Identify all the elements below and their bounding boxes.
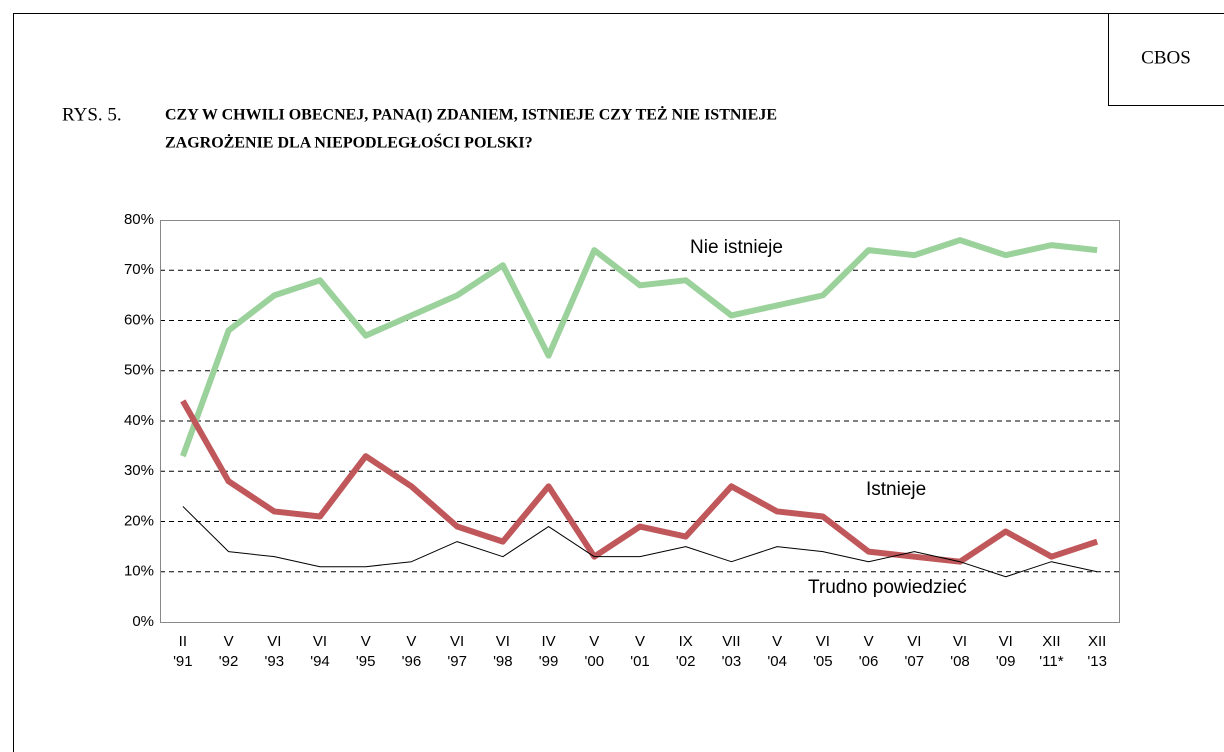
- x-tick-label: VII '03: [722, 633, 742, 670]
- x-tick-label: VI '08: [950, 633, 970, 670]
- x-tick-year: '11*: [1039, 653, 1063, 670]
- y-tick-label: 80%: [124, 211, 154, 228]
- x-tick-year: '06: [859, 653, 879, 670]
- x-tick-label: V '00: [585, 633, 605, 670]
- series-label: Trudno powiedzieć: [808, 577, 967, 598]
- x-tick-month: VII: [722, 633, 740, 650]
- x-tick-year: '13: [1087, 653, 1107, 670]
- x-tick-year: '97: [447, 653, 467, 670]
- x-tick-label: II '91: [173, 633, 193, 670]
- x-tick-year: '08: [950, 653, 970, 670]
- x-tick-year: '93: [265, 653, 285, 670]
- x-tick-month: XII: [1042, 633, 1060, 650]
- source-box: [1108, 13, 1224, 106]
- y-tick-label: 70%: [124, 261, 154, 278]
- chart-title: ZAGROŻENIE DLA NIEPODLEGŁOŚCI POLSKI?: [165, 133, 533, 152]
- x-tick-month: VI: [907, 633, 921, 650]
- x-tick-label: XII '11*: [1039, 633, 1063, 670]
- x-tick-label: VI '09: [996, 633, 1016, 670]
- series-line: [180, 237, 1098, 458]
- y-tick-label: 30%: [124, 462, 154, 479]
- x-tick-label: IV '99: [539, 633, 559, 670]
- y-tick-label: 60%: [124, 311, 154, 328]
- x-tick-month: VI: [267, 633, 281, 650]
- x-tick-year: '91: [173, 653, 193, 670]
- x-tick-label: V '06: [859, 633, 879, 670]
- x-tick-month: VI: [999, 633, 1013, 650]
- page-frame: [13, 13, 1224, 752]
- x-tick-month: IX: [679, 633, 693, 650]
- x-tick-month: V: [406, 633, 416, 650]
- x-tick-month: V: [361, 633, 371, 650]
- x-tick-year: '05: [813, 653, 833, 670]
- x-tick-month: VI: [496, 633, 510, 650]
- x-tick-year: '95: [356, 653, 376, 670]
- x-tick-month: V: [772, 633, 782, 650]
- x-tick-month: II: [179, 633, 187, 650]
- y-tick-label: 10%: [124, 563, 154, 580]
- x-tick-label: VI '94: [310, 633, 330, 670]
- x-tick-year: '98: [493, 653, 513, 670]
- x-tick-label: V '01: [630, 633, 650, 670]
- y-tick-label: 50%: [124, 362, 154, 379]
- x-tick-label: VI '07: [905, 633, 925, 670]
- x-tick-year: '01: [630, 653, 650, 670]
- x-tick-label: VI '93: [265, 633, 285, 670]
- y-tick-label: 0%: [132, 613, 154, 630]
- series-line: [182, 506, 1098, 578]
- figure-label: RYS. 5.: [62, 104, 122, 125]
- x-tick-year: '09: [996, 653, 1016, 670]
- x-tick-label: VI '98: [493, 633, 513, 670]
- x-tick-month: VI: [450, 633, 464, 650]
- x-tick-year: '96: [402, 653, 422, 670]
- series-label: Nie istnieje: [690, 237, 783, 258]
- y-tick-label: 40%: [124, 412, 154, 429]
- x-tick-month: V: [635, 633, 645, 650]
- x-tick-year: '04: [767, 653, 787, 670]
- x-tick-month: XII: [1088, 633, 1106, 650]
- plot-frame: [160, 220, 1120, 623]
- x-tick-year: '99: [539, 653, 559, 670]
- x-tick-month: IV: [541, 633, 555, 650]
- x-tick-label: V '04: [767, 633, 787, 670]
- source: CBOS: [1141, 47, 1191, 68]
- x-tick-year: '03: [722, 653, 742, 670]
- x-tick-month: VI: [313, 633, 327, 650]
- x-tick-label: VI '97: [447, 633, 467, 670]
- x-tick-label: VI '05: [813, 633, 833, 670]
- x-tick-month: V: [864, 633, 874, 650]
- x-tick-year: '92: [219, 653, 239, 670]
- x-tick-year: '00: [585, 653, 605, 670]
- x-tick-year: '02: [676, 653, 696, 670]
- x-tick-label: V '92: [219, 633, 239, 670]
- x-tick-label: IX '02: [676, 633, 696, 670]
- x-tick-year: '07: [905, 653, 925, 670]
- x-tick-label: XII '13: [1087, 633, 1107, 670]
- x-tick-year: '94: [310, 653, 330, 670]
- x-tick-label: V '95: [356, 633, 376, 670]
- series-label: Istnieje: [866, 479, 926, 500]
- x-tick-month: VI: [953, 633, 967, 650]
- chart-title: CZY W CHWILI OBECNEJ, PANA(I) ZDANIEM, I…: [165, 105, 777, 124]
- x-tick-label: V '96: [402, 633, 422, 670]
- x-tick-month: V: [589, 633, 599, 650]
- series-line: [180, 399, 1099, 565]
- x-tick-month: VI: [816, 633, 830, 650]
- x-tick-month: V: [224, 633, 234, 650]
- y-tick-label: 20%: [124, 512, 154, 529]
